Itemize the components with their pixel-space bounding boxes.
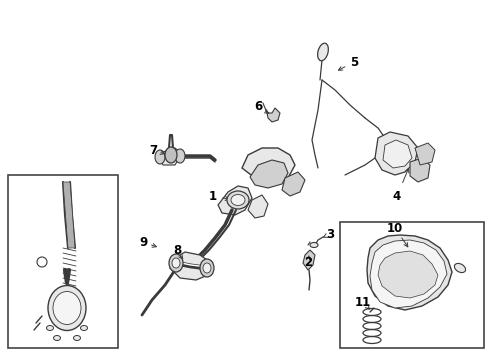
Polygon shape [247, 195, 267, 218]
Polygon shape [409, 158, 429, 182]
Polygon shape [242, 148, 294, 182]
Polygon shape [282, 172, 305, 196]
Polygon shape [160, 148, 180, 165]
Polygon shape [366, 235, 451, 310]
Polygon shape [374, 132, 417, 175]
Ellipse shape [155, 150, 164, 164]
Bar [8, 175, 118, 348]
Ellipse shape [81, 325, 87, 330]
Ellipse shape [200, 259, 214, 277]
Ellipse shape [169, 254, 183, 272]
Polygon shape [266, 108, 280, 122]
Ellipse shape [46, 325, 53, 330]
Ellipse shape [53, 292, 81, 324]
Ellipse shape [73, 336, 81, 341]
Polygon shape [303, 250, 314, 270]
Text: 2: 2 [304, 256, 311, 269]
Text: 3: 3 [325, 228, 333, 240]
Text: 10: 10 [386, 221, 402, 234]
Polygon shape [369, 240, 446, 308]
Polygon shape [249, 160, 287, 188]
Ellipse shape [203, 263, 210, 273]
Text: 5: 5 [349, 55, 357, 68]
Text: 4: 4 [392, 189, 400, 202]
Polygon shape [218, 186, 251, 215]
Text: 9: 9 [139, 235, 147, 248]
Ellipse shape [53, 336, 61, 341]
Bar [339, 222, 483, 348]
Polygon shape [382, 140, 411, 168]
Ellipse shape [226, 191, 248, 209]
Polygon shape [170, 252, 209, 280]
Text: 8: 8 [173, 244, 181, 257]
Text: 6: 6 [253, 100, 262, 113]
Polygon shape [63, 182, 75, 248]
Ellipse shape [172, 258, 180, 268]
Ellipse shape [453, 264, 465, 273]
Polygon shape [377, 251, 437, 298]
Ellipse shape [164, 147, 177, 163]
Ellipse shape [175, 149, 184, 163]
Ellipse shape [230, 194, 244, 206]
Ellipse shape [309, 243, 317, 248]
Text: 11: 11 [354, 296, 370, 309]
Ellipse shape [48, 285, 86, 330]
Text: 1: 1 [208, 189, 217, 202]
Text: 7: 7 [149, 144, 157, 157]
Ellipse shape [317, 43, 327, 61]
Polygon shape [414, 143, 434, 165]
